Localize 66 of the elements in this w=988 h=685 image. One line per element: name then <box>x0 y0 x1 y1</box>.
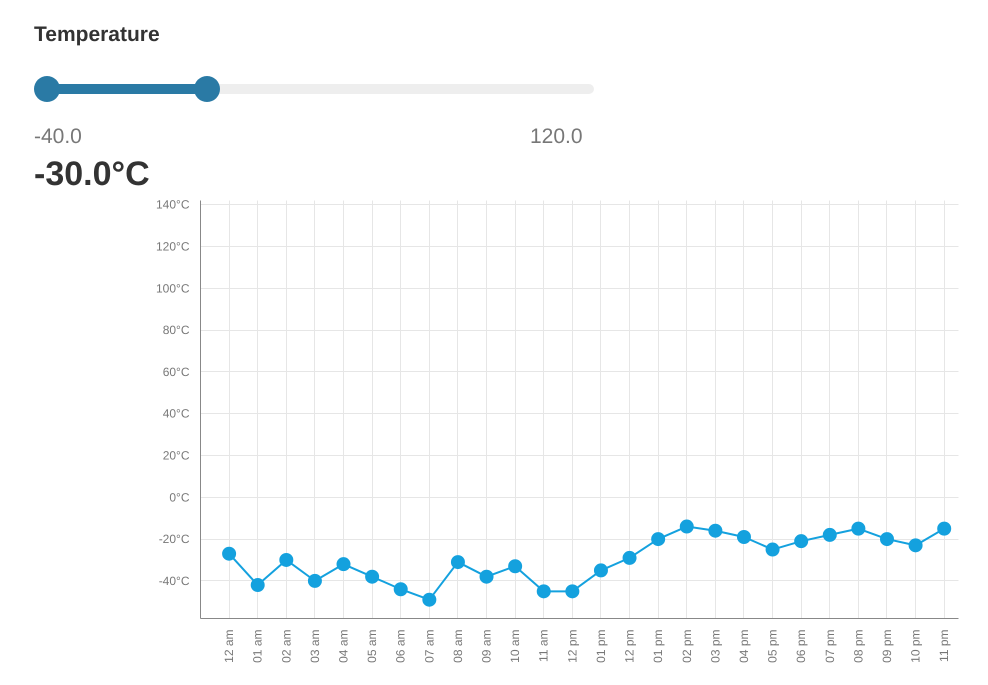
point <box>394 582 408 596</box>
point <box>508 559 522 574</box>
x-tick-label: 08 am <box>450 629 465 663</box>
x-tick-label: 05 pm <box>766 629 780 663</box>
x-tick-label: 12 pm <box>622 629 637 663</box>
x-tick-label: 09 pm <box>880 629 894 663</box>
text: Temperature <box>34 22 160 48</box>
point <box>736 530 751 544</box>
point <box>422 592 436 607</box>
x-tick-label: 09 am <box>480 629 494 663</box>
x-tick-label: 04 pm <box>736 629 751 663</box>
y-tick-label: 140°C <box>156 198 190 212</box>
x-tick-label: 07 pm <box>822 629 837 663</box>
point <box>565 584 580 598</box>
point <box>222 546 236 561</box>
point <box>336 557 351 572</box>
x-tick-label: 10 pm <box>908 629 923 663</box>
point <box>250 578 265 592</box>
x-tick-label: 05 am <box>365 629 380 663</box>
point <box>851 522 866 536</box>
x-tick-label: 07 am <box>422 629 436 663</box>
x-tick-label: 06 am <box>394 629 408 663</box>
y-tick-label: -40°C <box>158 574 190 588</box>
point <box>536 584 551 598</box>
point <box>937 522 952 536</box>
point <box>880 532 894 546</box>
x-tick-label: 03 pm <box>708 629 722 663</box>
y-tick-label: 120°C <box>156 239 190 254</box>
x-tick-label: 04 am <box>336 629 351 663</box>
point <box>594 563 608 578</box>
point <box>708 524 722 538</box>
x-tick-label: 10 am <box>508 629 522 663</box>
x-tick-label: 03 am <box>308 629 322 663</box>
point <box>766 542 780 557</box>
x-tick-label: 11 am <box>536 629 551 662</box>
point <box>651 532 666 546</box>
text: 120.0 <box>530 124 583 150</box>
text: -30.0°C <box>34 154 150 195</box>
x-tick-label: 12 pm <box>565 629 580 663</box>
x-tick-label: 02 am <box>279 629 294 663</box>
x-tick-label: 06 pm <box>794 629 808 663</box>
x-tick-label: 12 am <box>222 629 236 663</box>
x-tick-label: 01 pm <box>651 629 666 663</box>
y-tick-label: 40°C <box>162 406 190 421</box>
point <box>279 552 294 567</box>
point <box>680 520 694 534</box>
point <box>822 528 837 542</box>
point <box>308 574 322 588</box>
y-tick-label: 100°C <box>156 281 190 296</box>
y-tick-label: 60°C <box>162 364 190 379</box>
point <box>365 570 380 584</box>
x-tick-label: 01 pm <box>594 629 608 663</box>
text: -40.0 <box>34 124 82 150</box>
y-tick-label: -20°C <box>158 532 190 546</box>
point <box>908 538 923 552</box>
point <box>794 534 808 548</box>
x-tick-label: 11 pm <box>937 629 952 662</box>
point <box>622 550 637 565</box>
x-tick-label: 01 am <box>250 629 265 663</box>
y-tick-label: 20°C <box>162 448 190 462</box>
y-tick-label: 80°C <box>162 323 190 338</box>
y-tick-label: 0°C <box>169 490 190 504</box>
point <box>480 570 494 584</box>
x-tick-label: 08 pm <box>851 629 866 663</box>
x-tick-label: 02 pm <box>680 629 694 663</box>
point <box>450 555 465 570</box>
